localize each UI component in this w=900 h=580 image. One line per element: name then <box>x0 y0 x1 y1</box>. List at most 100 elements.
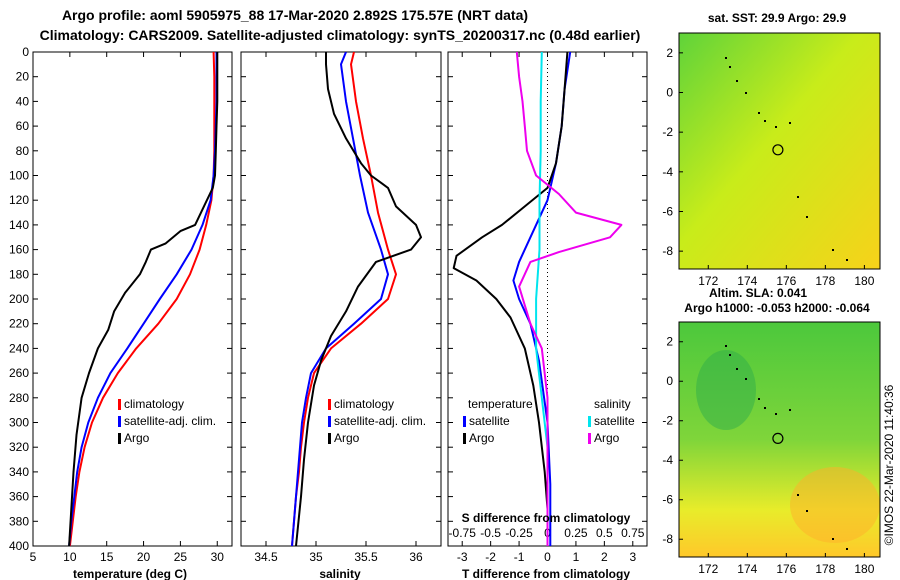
map-xtick-label: 178 <box>815 562 835 576</box>
xtick-label: 20 <box>137 550 151 564</box>
top-tick-label: -0.75 <box>449 526 477 540</box>
ytick-label: 340 <box>9 465 29 479</box>
series-s-satellite <box>535 52 549 546</box>
map-xtick-label: 172 <box>698 562 718 576</box>
legend-temperature-title: temperature <box>468 397 533 411</box>
ytick-label: 240 <box>9 341 29 355</box>
map-xtick-label: 176 <box>776 274 796 288</box>
ytick-label: 260 <box>9 366 29 380</box>
legend-s-argo-swatch <box>588 433 591 444</box>
ytick-label: 400 <box>9 539 29 553</box>
sla-map-islands <box>725 345 848 550</box>
difference-top-axis-label: S difference from climatology <box>462 511 631 525</box>
imos-credit: ©IMOS 22-Mar-2020 11:40:36 <box>882 384 896 545</box>
top-tick-label: 0.5 <box>596 526 613 540</box>
xtick-label: 30 <box>211 550 225 564</box>
legend-climatology-swatch <box>118 399 121 410</box>
map-ytick-label: -6 <box>662 204 673 218</box>
temperature-xlabel: temperature (deg C) <box>73 567 187 580</box>
legend-s-satellite-swatch <box>588 416 591 427</box>
xtick-label: -3 <box>457 550 468 564</box>
ytick-label: 160 <box>9 243 29 257</box>
legend-argo-swatch <box>118 433 121 444</box>
ytick-label: 80 <box>16 144 30 158</box>
ytick-label: 0 <box>22 45 29 59</box>
sst-map-islands <box>725 57 848 261</box>
ytick-label: 60 <box>16 119 30 133</box>
difference-lines <box>452 52 623 546</box>
sla-argo-location-marker <box>772 432 784 444</box>
legend-t-satellite-label: satellite <box>469 414 510 428</box>
top-tick-label: -0.5 <box>480 526 501 540</box>
legend-argo-label: Argo <box>124 431 150 445</box>
sst-map-frame <box>678 32 881 270</box>
xtick-label: 36 <box>409 550 423 564</box>
map-ytick-label: -4 <box>662 453 673 467</box>
temperature-ticks: 5 10 15 20 25 3002040608010012014016018020022… <box>9 45 232 564</box>
difference-panel: -3 -2 -1 0 1 2 3-0.75 -0.5 -0.25 0 0.25 0.5 0.75 T d… <box>447 51 648 580</box>
difference-ticks: -3 -2 -1 0 1 2 3-0.75 -0.5 -0.25 0 0.25 0.5 0.75 <box>448 51 647 564</box>
legend-climatology-label: climatology <box>124 397 184 411</box>
top-tick-label: 0.75 <box>621 526 645 540</box>
xtick-label: 15 <box>100 550 114 564</box>
figure-title-line1: Argo profile: aoml 5905975_88 17-Mar-202… <box>62 7 528 23</box>
top-tick-label: 0.25 <box>564 526 588 540</box>
sla-map-panel: Altim. SLA: 0.041 Argo h1000: -0.053 h20… <box>662 286 881 576</box>
series-t-argo <box>452 52 569 546</box>
temperature-panel: 5 10 15 20 25 3002040608010012014016018020022… <box>9 45 233 580</box>
figure-title-line2: Climatology: CARS2009. Satellite-adjuste… <box>40 27 641 43</box>
top-tick-label: -0.25 <box>505 526 533 540</box>
map-ytick-label: -2 <box>662 125 673 139</box>
map-ytick-label: -8 <box>662 244 673 258</box>
series-satellite-adj-clim <box>291 52 389 546</box>
map-xtick-label: 180 <box>854 274 874 288</box>
ytick-label: 140 <box>9 218 29 232</box>
map-xtick-label: 172 <box>698 274 718 288</box>
salinity-ticks: 34.5 35 35.5 36 <box>241 51 441 564</box>
sst-map-ticks: 172 174 176 178 180 2 0 -2 -4 -6 -8 <box>662 46 874 288</box>
ytick-label: 220 <box>9 317 29 331</box>
legend-climatology-label: climatology <box>334 397 394 411</box>
ytick-label: 120 <box>9 193 29 207</box>
xtick-label: -1 <box>514 550 525 564</box>
ytick-label: 300 <box>9 416 29 430</box>
sla-map-frame <box>678 321 881 558</box>
map-xtick-label: 178 <box>815 274 835 288</box>
ytick-label: 40 <box>16 94 30 108</box>
xtick-label: 3 <box>629 550 636 564</box>
sla-map-title: Altim. SLA: 0.041 <box>709 286 807 300</box>
ytick-label: 100 <box>9 169 29 183</box>
sst-map-title: sat. SST: 29.9 Argo: 29.9 <box>708 11 847 25</box>
ytick-label: 360 <box>9 490 29 504</box>
sst-map-panel: sat. SST: 29.9 Argo: 29.9 172 174 176 178 18… <box>662 11 881 288</box>
ytick-label: 320 <box>9 440 29 454</box>
map-xtick-label: 180 <box>854 562 874 576</box>
sla-high-anomaly <box>790 467 880 543</box>
xtick-label: 35.5 <box>354 550 378 564</box>
legend-t-satellite-swatch <box>463 416 466 427</box>
salinity-legend: climatology satellite-adj. clim. Argo <box>328 397 426 445</box>
series-argo <box>295 52 422 546</box>
legend-satellite-swatch <box>328 416 331 427</box>
legend-s-argo-label: Argo <box>594 431 620 445</box>
legend-s-satellite-label: satellite <box>594 414 635 428</box>
ytick-label: 180 <box>9 267 29 281</box>
map-ytick-label: 0 <box>666 85 673 99</box>
map-ytick-label: 2 <box>666 46 673 60</box>
series-climatology <box>68 52 216 546</box>
difference-legend: temperature satellite Argo salinity sate… <box>463 397 635 445</box>
ytick-label: 20 <box>16 70 30 84</box>
series-argo <box>68 52 219 546</box>
difference-xlabel: T difference from climatology <box>462 567 630 580</box>
xtick-label: 10 <box>63 550 77 564</box>
ytick-label: 280 <box>9 391 29 405</box>
map-ytick-label: -2 <box>662 414 673 428</box>
legend-satellite-label: satellite-adj. clim. <box>124 414 216 428</box>
sla-low-anomaly <box>696 350 756 430</box>
legend-t-argo-label: Argo <box>469 431 495 445</box>
map-ytick-label: 0 <box>666 374 673 388</box>
temperature-lines <box>68 52 219 546</box>
sst-map-field <box>679 33 880 269</box>
xtick-label: 35 <box>309 550 323 564</box>
